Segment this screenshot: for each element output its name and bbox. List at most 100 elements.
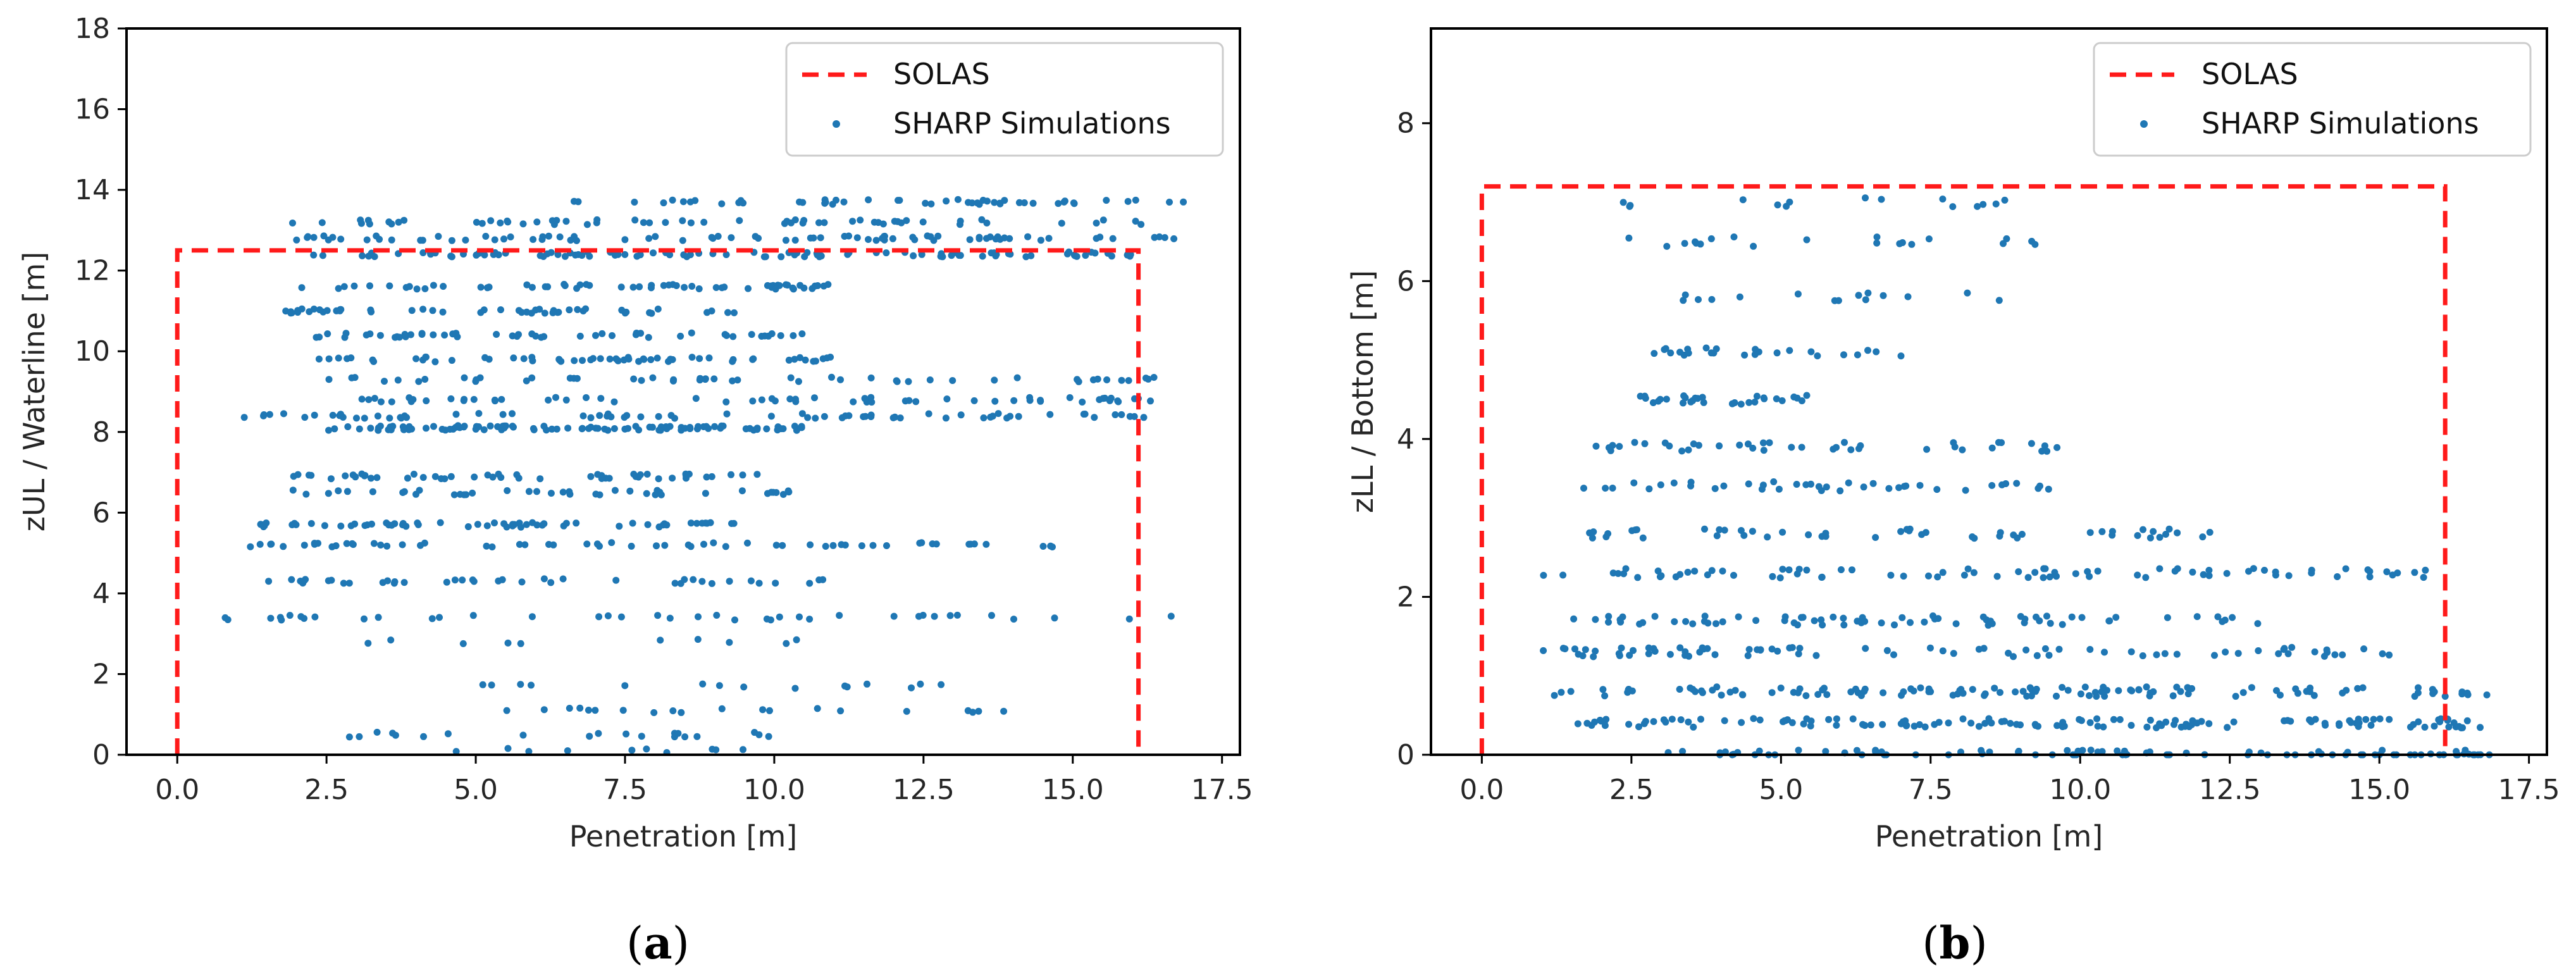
sim-point [837,376,844,383]
sim-point [2308,718,2315,726]
sim-point [957,411,965,419]
y-tick-label: 12 [75,255,110,287]
sim-point [2367,721,2375,729]
sim-point [394,376,402,384]
sim-point [1118,376,1125,384]
sim-point [1651,647,1659,655]
sim-point [2411,569,2418,576]
sim-point [240,414,248,421]
y-tick-label: 4 [1397,423,1415,456]
sim-point [736,217,743,225]
sim-point [511,521,518,528]
sim-point [1764,533,1771,541]
y-tick-label: 18 [75,13,110,45]
sim-point [1998,481,2006,488]
sim-point [1803,236,1811,244]
sim-point [1790,688,1797,696]
sim-point [2041,442,2048,450]
sim-point [793,636,800,643]
sim-point [388,521,395,529]
sim-point [536,475,544,483]
sim-point [802,356,809,364]
sim-point [712,284,720,291]
sim-point [2087,747,2095,754]
sim-point [576,281,584,288]
sim-point [598,474,605,482]
sim-point [2146,689,2154,697]
sim-point [1814,352,1821,359]
x-tick-label: 0.0 [155,774,199,806]
sim-point [400,488,408,495]
sim-point [487,217,495,225]
sim-point [301,414,309,421]
sim-point [1602,485,1609,492]
sim-point [931,612,938,620]
sim-point [488,543,496,550]
sim-point [1786,347,1793,354]
sim-point [1680,392,1688,400]
sim-point [1759,481,1767,489]
sim-point [837,707,845,715]
sim-point [2239,689,2247,697]
sim-point [942,414,950,422]
sim-point [1661,439,1669,447]
sim-point [1690,440,1697,448]
sim-point [654,612,662,619]
sim-point [2430,723,2438,730]
sim-point [779,491,787,498]
sim-point [828,373,835,381]
sim-point [903,707,910,715]
sim-point [1910,723,1918,730]
sim-point [1779,528,1786,536]
sim-point [1681,240,1688,247]
sim-point [967,540,974,548]
sim-point [2078,614,2086,621]
sim-point [1987,617,1994,625]
sim-point [1760,447,1768,454]
sim-point [874,219,882,226]
sim-point [311,613,319,621]
sim-point [540,520,548,528]
sim-point [340,283,348,290]
sim-point [1768,645,1776,653]
sim-point [388,220,395,228]
sim-point [799,220,807,227]
sim-point [1949,203,1957,211]
sim-point [559,575,567,583]
sim-point [523,281,531,288]
sim-point [631,216,639,224]
sim-point [450,491,458,499]
sim-point [905,378,912,385]
sim-point [2308,566,2315,574]
sim-point [703,473,710,481]
sim-point [311,411,318,419]
sim-point [722,398,730,406]
sim-point [1700,645,1707,653]
sim-point [400,216,408,224]
sim-point [2043,612,2050,620]
sim-point [679,237,686,244]
y-tick-label: 14 [75,174,110,206]
sim-point [710,539,717,547]
sim-point [431,473,439,480]
sim-point [429,307,437,314]
sim-point [2376,715,2384,723]
sim-point [1685,718,1692,726]
sim-point [991,397,999,405]
sim-point [705,425,712,432]
sim-point [1592,647,1599,655]
sim-point [1716,526,1723,533]
y-tick-label: 0 [1397,739,1415,771]
sim-point [916,540,924,547]
sim-point [1962,487,1969,494]
sim-point [300,577,308,584]
sim-point [2420,574,2427,581]
sim-point [1879,721,1886,728]
sim-point [2072,570,2079,578]
sim-point [497,306,504,314]
x-tick-label: 15.0 [2348,774,2410,806]
sim-point [1125,615,1133,623]
sim-point [1065,248,1073,256]
sim-point [1676,644,1684,652]
sim-point [821,199,829,207]
